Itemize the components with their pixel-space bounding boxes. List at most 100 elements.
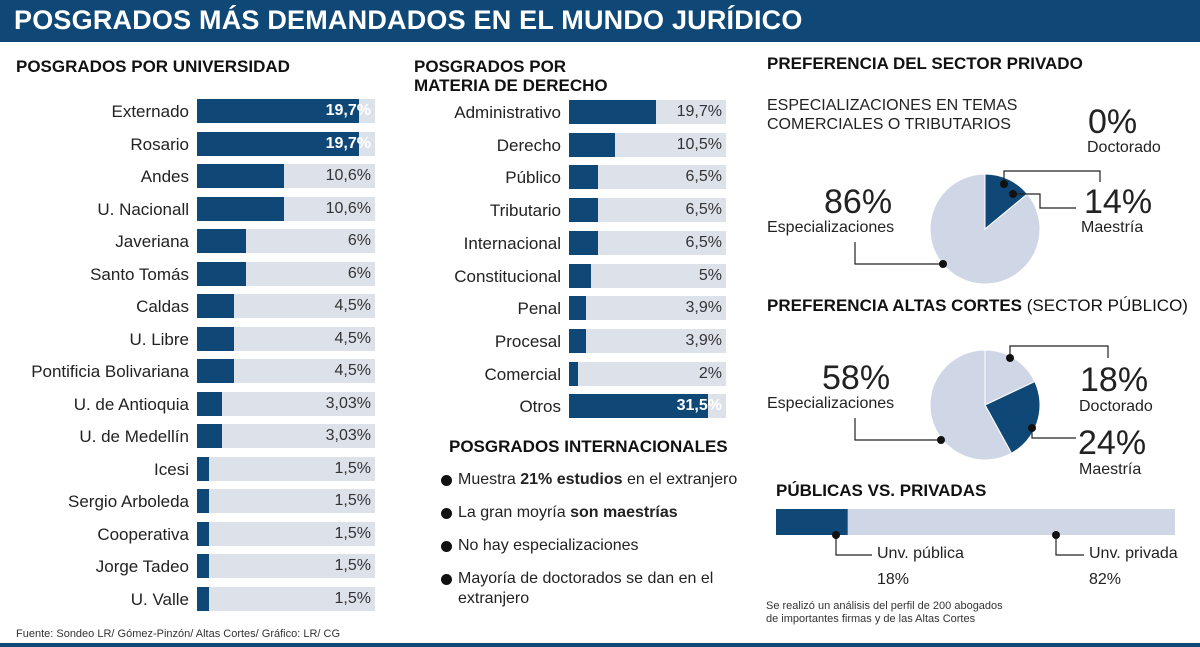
internacionales-item-pre: La gran moyría <box>458 504 571 521</box>
universidad-value: 10,6% <box>325 199 371 217</box>
universidad-row: Sergio Arboleda 1,5% <box>68 489 375 515</box>
cortes-leader-maestria <box>1031 428 1076 439</box>
privado-note-line2: COMERCIALES O TRIBUTARIOS <box>767 116 1011 133</box>
materia-value: 19,7% <box>676 103 722 120</box>
internacionales-item: Mayoría de doctorados se dan en el extra… <box>441 569 741 609</box>
publica-label: Unv. pública <box>877 545 964 562</box>
materia-bar <box>569 100 656 124</box>
materia-track <box>569 263 726 288</box>
universidad-value: 10,6% <box>325 167 371 184</box>
materia-value: 2% <box>698 364 722 382</box>
privado-slice-especializaciones <box>929 173 1041 285</box>
privado-leader-dot-maestria <box>1009 190 1017 198</box>
universidad-track <box>197 521 375 546</box>
universidad-track <box>197 554 375 578</box>
publica-leader-dot <box>832 531 840 539</box>
page-title: POSGRADOS MÁS DEMANDADOS EN EL MUNDO JUR… <box>14 5 803 35</box>
privado-leader-maestria <box>1013 193 1076 209</box>
cortes-doctorado-label: Doctorado <box>1079 398 1153 415</box>
universidad-heading: POSGRADOS POR UNIVERSIDAD <box>16 57 290 76</box>
universidad-label: U. de Medellín <box>79 427 189 446</box>
privado-especializaciones-value: 86% <box>824 183 893 221</box>
privado-note-line1: ESPECIALIZACIONES EN TEMAS <box>767 97 1018 114</box>
materia-bar <box>569 230 598 255</box>
universidad-label: U. Libre <box>129 329 189 349</box>
title-banner: POSGRADOS MÁS DEMANDADOS EN EL MUNDO JUR… <box>0 0 1200 42</box>
privado-maestria-value: 14% <box>1084 183 1153 221</box>
materia-label: Internacional <box>463 233 561 253</box>
materia-bar <box>569 328 587 353</box>
materia-value: 3,9% <box>685 331 722 349</box>
universidad-track <box>197 489 375 513</box>
materia-row: Constitucional 5% <box>454 263 726 290</box>
cortes-leader-dot-maestria <box>1028 424 1036 432</box>
materia-bar <box>569 263 591 288</box>
internacionales-heading: POSGRADOS INTERNACIONALES <box>449 437 728 456</box>
cortes-especializaciones-label: Especializaciones <box>767 395 895 412</box>
cortes-doctorado-value: 18% <box>1080 361 1149 399</box>
publica-value: 18% <box>877 571 910 588</box>
cortes-leader-especializaciones <box>854 418 941 441</box>
cortes-slice-doctorado <box>984 349 1036 406</box>
internacionales-item-post: en el extranjero <box>622 471 738 488</box>
universidad-label: Sergio Arboleda <box>68 492 189 511</box>
universidad-value: 1,5% <box>334 589 371 607</box>
internacionales-list: Muestra 21% estudios en el extranjero La … <box>441 470 741 622</box>
materia-label: Penal <box>517 299 561 319</box>
universidad-bar <box>197 131 360 156</box>
universidad-value: 1,5% <box>334 557 371 574</box>
materia-label: Público <box>505 168 561 188</box>
universidad-row: Javeriana 6% <box>115 229 375 255</box>
privado-heading: PREFERENCIA DEL SECTOR PRIVADO <box>767 54 1083 73</box>
materia-heading-line1: POSGRADOS POR <box>414 57 567 76</box>
materia-bar <box>569 132 616 157</box>
universidad-label: Andes <box>140 167 189 186</box>
internacionales-item-bold: son maestrías <box>570 504 678 521</box>
universidad-value: 1,5% <box>334 524 371 542</box>
materia-row: Otros 31,5% <box>519 394 726 420</box>
universidad-label: Icesi <box>154 459 189 479</box>
universidad-track <box>197 391 375 416</box>
publicas-note-line2: de importantes firmas y de las Altas Cor… <box>766 613 976 625</box>
bottom-rule <box>0 643 1200 647</box>
privada-leader <box>1055 535 1084 556</box>
materia-row: Procesal 3,9% <box>495 328 726 355</box>
universidad-value: 1,5% <box>334 492 371 509</box>
materia-label: Procesal <box>494 331 561 351</box>
privado-leader-especializaciones <box>854 242 943 265</box>
privado-doctorado-value: 0% <box>1088 103 1138 141</box>
universidad-track <box>197 424 375 448</box>
universidad-bar <box>197 229 247 253</box>
universidad-label: U. Valle <box>130 589 189 609</box>
universidad-label: U. de Antioquia <box>73 394 189 414</box>
materia-value: 6,5% <box>685 201 722 219</box>
materia-value: 5% <box>698 266 722 284</box>
universidad-row: U. de Medellín 3,03% <box>79 424 375 450</box>
universidad-value: 3,03% <box>325 427 371 444</box>
privado-doctorado-label: Doctorado <box>1087 139 1161 156</box>
universidad-label: Santo Tomás <box>90 264 189 284</box>
materia-value: 6,5% <box>685 168 722 186</box>
cortes-leader-doctorado <box>1009 345 1109 358</box>
materia-row: Internacional 6,5% <box>464 230 726 257</box>
bullet-dot-icon <box>441 574 452 585</box>
materia-bar <box>569 361 578 386</box>
universidad-value: 4,5% <box>334 297 371 314</box>
universidad-label: U. Nacionall <box>97 199 189 219</box>
universidad-value: 1,5% <box>334 459 371 477</box>
universidad-label: Pontificia Bolivariana <box>31 362 189 381</box>
internacionales-item-pre: No hay especializaciones <box>458 537 639 554</box>
universidad-row: Icesi 1,5% <box>154 456 375 483</box>
universidad-row: Santo Tomás 6% <box>90 261 375 288</box>
materia-label: Comercial <box>484 364 561 384</box>
publica-bar <box>776 509 848 535</box>
materia-label: Tributario <box>489 201 561 221</box>
universidad-bar <box>197 489 210 513</box>
privada-leader-dot <box>1052 531 1060 539</box>
materia-label: Derecho <box>496 135 561 155</box>
materia-track <box>569 361 726 386</box>
universidad-bar <box>197 164 285 188</box>
universidad-bar <box>197 521 210 546</box>
cortes-leader-dot-doctorado <box>1006 354 1014 362</box>
materia-track <box>569 296 726 321</box>
